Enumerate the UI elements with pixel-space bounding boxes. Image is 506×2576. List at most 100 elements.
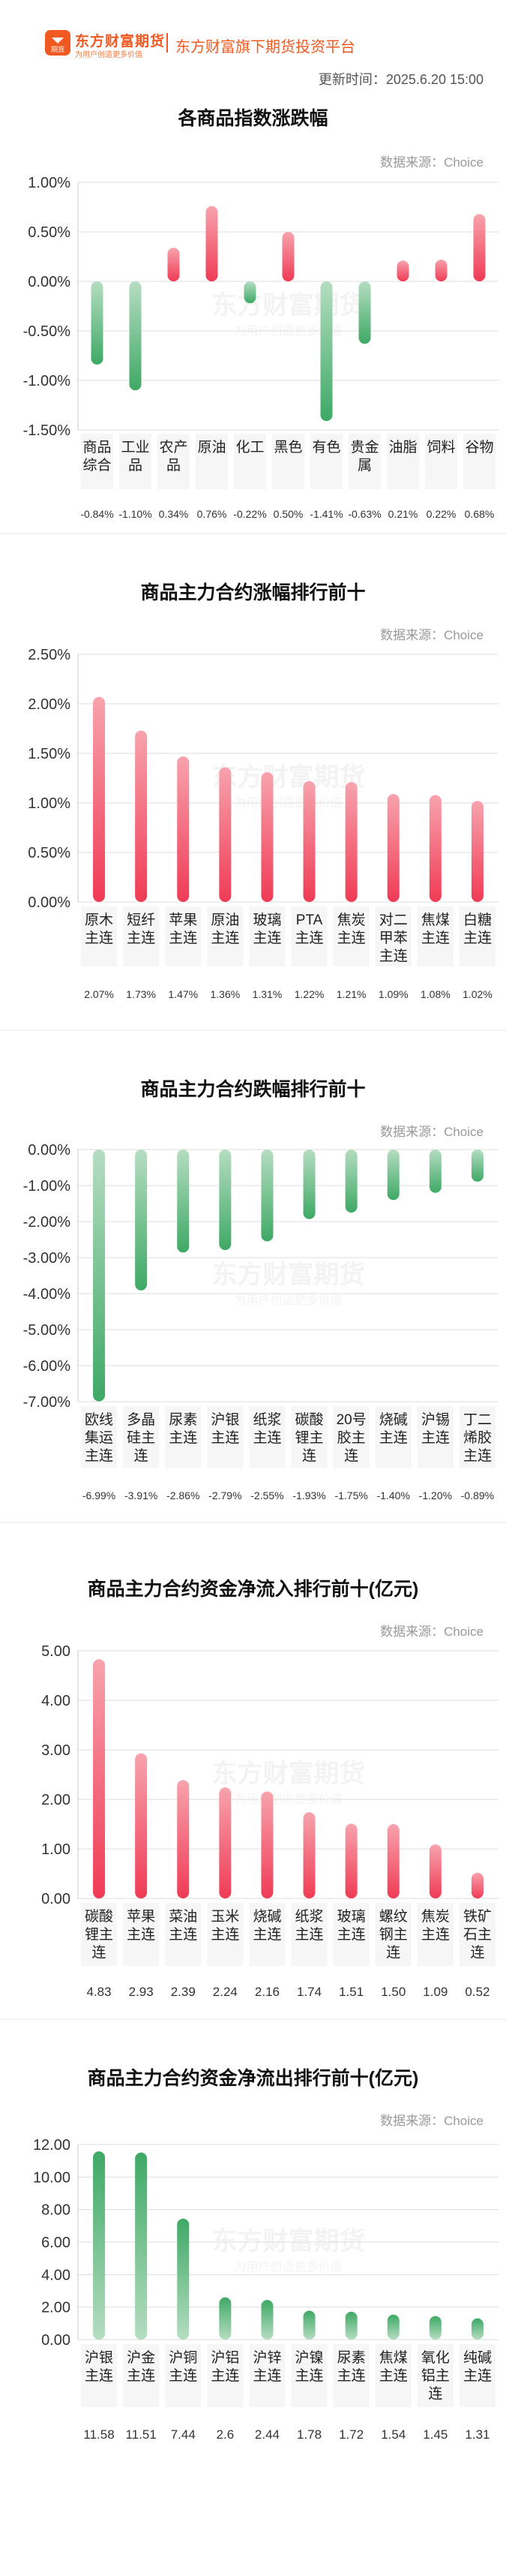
data-label: 1.51	[339, 1985, 364, 1999]
bar	[472, 1873, 484, 1898]
bar	[219, 1150, 231, 1250]
data-source: 数据来源：Choice	[380, 2110, 484, 2129]
bar	[93, 697, 105, 902]
chart-section-net-inflow: 商品主力合约资金净流入排行前十(亿元) 数据来源：Choice 东方财富期货 为用…	[0, 1529, 506, 2017]
chart-title: 商品主力合约涨幅排行前十	[0, 578, 506, 605]
data-label: 1.36%	[210, 988, 240, 1000]
y-tick-label: 0.00	[41, 2332, 70, 2349]
data-label: 1.78	[297, 2427, 322, 2442]
watermark-text: 东方财富期货	[212, 290, 365, 320]
data-label: 1.74	[297, 1985, 322, 1999]
data-label: -0.22%	[233, 508, 266, 520]
data-label: -2.55%	[250, 1489, 283, 1501]
y-tick-label: 2.50%	[28, 647, 70, 663]
chart-section-net-outflow: 商品主力合约资金净流出排行前十(亿元) 数据来源：Choice 东方财富期货 为用…	[0, 2026, 506, 2576]
bar	[388, 2315, 400, 2340]
bar	[244, 281, 256, 303]
data-source: 数据来源：Choice	[380, 1121, 484, 1140]
chart-net-inflow: 东方财富期货为用户创造更多价值5.004.003.002.001.000.00碳…	[0, 1642, 506, 2017]
chart-title: 商品主力合约跌幅排行前十	[0, 1075, 506, 1102]
data-label: -3.91%	[124, 1489, 157, 1501]
x-tick-label: 对二甲苯主连	[379, 912, 408, 964]
bar	[346, 782, 358, 902]
data-label: 2.6	[217, 2427, 235, 2442]
bar	[91, 281, 103, 365]
y-tick-label: -7.00%	[23, 1394, 71, 1411]
y-tick-label: -3.00%	[23, 1250, 71, 1267]
y-tick-label: -5.00%	[23, 1322, 71, 1339]
bar	[304, 1150, 316, 1219]
x-tick-label: 化工	[235, 439, 264, 455]
data-label: -1.10%	[118, 508, 151, 520]
data-label: 1.73%	[126, 988, 156, 1000]
y-tick-label: 8.00	[41, 2202, 70, 2219]
bar	[430, 795, 442, 902]
watermark-text: 东方财富期货	[212, 1260, 365, 1289]
bar	[430, 1150, 442, 1193]
data-label: 2.16	[255, 1985, 280, 1999]
bar	[219, 767, 231, 902]
data-label: -1.40%	[377, 1489, 410, 1501]
bar	[177, 2219, 189, 2340]
logo-icon: 期货	[45, 30, 70, 56]
y-tick-label: 2.00%	[28, 696, 70, 713]
data-label: 0.76%	[197, 508, 227, 520]
data-label: -0.63%	[348, 508, 381, 520]
y-tick-label: 1.00	[41, 1841, 70, 1858]
chart-title: 商品主力合约资金净流出排行前十(亿元)	[0, 2064, 506, 2091]
bar	[397, 260, 409, 281]
y-tick-label: 4.00	[41, 2267, 70, 2283]
bar	[304, 1812, 316, 1898]
section-divider	[0, 2018, 506, 2020]
chart-section-index-change: 各商品指数涨跌幅 数据来源：Choice 东方财富期货 为用户创造更多价值 1.00…	[0, 90, 506, 533]
data-label: -2.86%	[166, 1489, 199, 1501]
section-divider	[0, 1029, 506, 1031]
header-divider	[166, 33, 168, 53]
bar	[135, 1754, 147, 1898]
data-label: 0.68%	[465, 508, 495, 520]
bar	[346, 1823, 358, 1898]
data-label: 1.21%	[337, 988, 367, 1000]
data-label: 1.08%	[421, 988, 451, 1000]
chart-title: 商品主力合约资金净流入排行前十(亿元)	[0, 1574, 506, 1601]
y-tick-label: 0.00	[41, 1891, 70, 1907]
section-divider	[0, 1522, 506, 1523]
data-label: 1.09%	[379, 988, 409, 1000]
watermark-subtext: 为用户创造更多价值	[234, 1294, 342, 1307]
data-label: 2.24	[213, 1985, 238, 1999]
bar	[130, 281, 142, 390]
logo-badge: 期货	[51, 45, 64, 53]
data-label: 0.52	[465, 1985, 490, 1999]
y-tick-label: -1.00%	[23, 1178, 71, 1195]
bar	[93, 2151, 105, 2340]
data-label: 2.44	[255, 2427, 280, 2442]
bar	[304, 2310, 316, 2340]
bar	[346, 1150, 358, 1213]
data-label: -1.20%	[419, 1489, 452, 1501]
watermark-text: 东方财富期货	[212, 2226, 365, 2256]
y-tick-label: -0.50%	[23, 323, 71, 340]
data-label: -1.41%	[310, 508, 343, 520]
data-label: 7.44	[171, 2427, 196, 2442]
logo-text: 东方财富期货	[75, 30, 165, 50]
data-label: -0.89%	[461, 1489, 494, 1501]
y-tick-label: 4.00	[41, 1693, 70, 1709]
data-label: 2.39	[171, 1985, 196, 1999]
bar	[135, 731, 147, 902]
y-tick-label: -1.00%	[23, 373, 71, 389]
chart-top-losers: 东方财富期货为用户创造更多价值0.00%-1.00%-2.00%-3.00%-4…	[0, 1141, 506, 1516]
data-source: 数据来源：Choice	[380, 152, 484, 170]
bar	[359, 281, 371, 344]
data-label: 11.51	[126, 2427, 157, 2442]
bar	[168, 248, 180, 281]
data-label: 1.22%	[295, 988, 325, 1000]
y-tick-label: 0.00%	[28, 1142, 70, 1159]
bar	[93, 1150, 105, 1402]
data-label: 2.07%	[84, 988, 114, 1000]
chart-section-top-losers: 商品主力合约跌幅排行前十 数据来源：Choice 东方财富期货为用户创造更多价值…	[0, 1037, 506, 1517]
x-tick-label: 欧线集运主连	[85, 1411, 113, 1464]
data-label: -6.99%	[82, 1489, 115, 1501]
x-tick-label: 丁二烯胶主连	[463, 1412, 492, 1464]
x-tick-label: 油脂	[388, 439, 417, 455]
bar	[177, 1780, 189, 1898]
